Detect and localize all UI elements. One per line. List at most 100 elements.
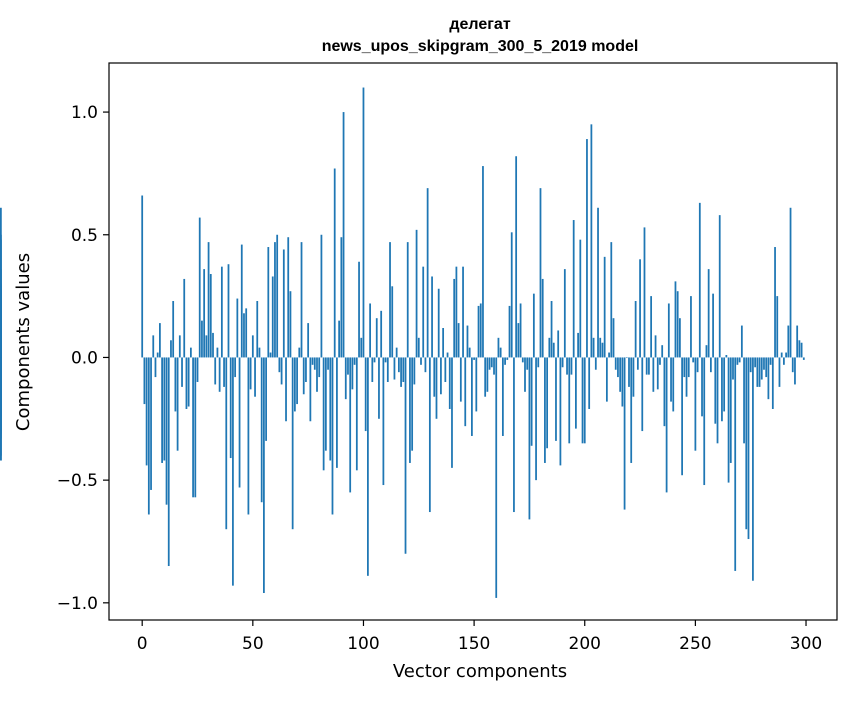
bar-component-167 bbox=[510, 232, 513, 358]
bar-component-25 bbox=[196, 357, 199, 382]
bar-component-8 bbox=[159, 323, 161, 358]
bar-component-53 bbox=[258, 347, 261, 358]
bar-component-176 bbox=[530, 357, 533, 446]
bar-component-274 bbox=[747, 357, 750, 540]
bar-component-105 bbox=[373, 357, 376, 363]
bar-component-68 bbox=[291, 357, 294, 530]
bar-component-117 bbox=[400, 357, 402, 387]
bar-component-170 bbox=[517, 323, 520, 358]
bar-component-93 bbox=[347, 357, 349, 375]
bar-component-124 bbox=[415, 229, 418, 358]
bar-component-273 bbox=[745, 357, 748, 530]
bar-component-118 bbox=[402, 357, 405, 382]
bar-component-108 bbox=[380, 310, 383, 358]
bar-component-229 bbox=[648, 357, 650, 375]
bar-component-57 bbox=[267, 247, 270, 358]
bar-component-173 bbox=[524, 357, 526, 392]
bars-group bbox=[0, 87, 805, 598]
bar-component-122 bbox=[411, 357, 414, 451]
bar-component-61 bbox=[276, 234, 279, 358]
bar-component-73 bbox=[302, 357, 305, 395]
bar-component-238 bbox=[667, 303, 670, 358]
bar-component-88 bbox=[336, 357, 338, 468]
bar-component-103 bbox=[369, 303, 371, 358]
bar-component-127 bbox=[422, 266, 425, 358]
bar-component-158 bbox=[490, 357, 493, 368]
bar-component-97 bbox=[355, 357, 358, 471]
bar-component-285 bbox=[771, 357, 774, 409]
bar-component-65 bbox=[285, 357, 287, 422]
bar-component-258 bbox=[712, 293, 714, 358]
bar-component-180 bbox=[539, 188, 542, 358]
bar-component-231 bbox=[652, 357, 655, 392]
bar-component-142 bbox=[455, 266, 458, 358]
bar-component-201 bbox=[586, 139, 588, 358]
bar-component-72 bbox=[300, 242, 303, 358]
bar-component-29 bbox=[205, 335, 208, 358]
bar-component-224 bbox=[636, 357, 639, 370]
bar-component-56 bbox=[265, 357, 267, 441]
bar-component-288 bbox=[778, 357, 781, 387]
bar-component-240 bbox=[672, 357, 675, 412]
bar-component-140 bbox=[451, 357, 453, 468]
bar-component-257 bbox=[709, 357, 712, 373]
bar-component-144 bbox=[459, 357, 462, 402]
bar-component-77 bbox=[311, 357, 314, 365]
bar-component-166 bbox=[508, 305, 511, 358]
bar-component-242 bbox=[676, 291, 679, 358]
bar-component-183 bbox=[546, 357, 549, 449]
bar-component-241 bbox=[674, 281, 677, 358]
bar-component-254 bbox=[703, 357, 706, 486]
bar-component-192 bbox=[566, 357, 568, 375]
bar-component-188 bbox=[557, 330, 560, 358]
bar-component-295 bbox=[794, 357, 796, 385]
bar-component-18 bbox=[181, 357, 183, 387]
bar-component-87 bbox=[333, 168, 336, 358]
bar-component-67 bbox=[289, 291, 292, 358]
bar-component-250 bbox=[694, 357, 697, 451]
bar-component-13 bbox=[170, 340, 172, 358]
x-tick-label: 50 bbox=[242, 634, 264, 654]
bar-component-84 bbox=[327, 357, 329, 370]
bar-component-22 bbox=[189, 347, 192, 358]
bar-component-218 bbox=[623, 357, 626, 510]
bar-component-79 bbox=[316, 357, 318, 392]
bar-component-171 bbox=[519, 303, 522, 358]
bar-component-164 bbox=[504, 357, 506, 365]
bar-component-95 bbox=[351, 357, 354, 390]
bar-component-221 bbox=[630, 357, 633, 463]
bar-component-42 bbox=[234, 357, 237, 378]
bar-component-115 bbox=[395, 347, 398, 358]
bar-component-23 bbox=[192, 357, 194, 498]
bar-component-292 bbox=[787, 325, 790, 358]
bar-component-26 bbox=[198, 217, 201, 358]
bar-component-75 bbox=[307, 323, 310, 358]
bar-component-239 bbox=[670, 357, 672, 402]
bar-component-134 bbox=[437, 288, 440, 358]
bar-component-120 bbox=[406, 242, 409, 358]
bar-component-280 bbox=[760, 357, 763, 380]
bar-component-168 bbox=[513, 357, 515, 513]
bar-component-59 bbox=[271, 276, 274, 358]
bar-component-150 bbox=[473, 357, 475, 360]
bar-component-10 bbox=[163, 357, 166, 461]
bar-component-100 bbox=[362, 87, 365, 358]
bar-component-213 bbox=[612, 318, 615, 358]
y-tick-label: −0.5 bbox=[57, 471, 98, 491]
bar-component-19 bbox=[183, 278, 186, 358]
bar-component-94 bbox=[349, 357, 352, 493]
x-tick-label: 0 bbox=[137, 634, 148, 654]
bar-component-60 bbox=[274, 242, 276, 358]
bar-component-260 bbox=[716, 357, 719, 444]
bar-component-206 bbox=[597, 207, 599, 358]
bar-component-217 bbox=[621, 357, 624, 407]
bar-component-141 bbox=[453, 278, 456, 358]
bar-component-234 bbox=[659, 357, 661, 365]
bar-component-112 bbox=[389, 242, 391, 358]
bar-component-246 bbox=[685, 357, 688, 397]
bar-component-123 bbox=[413, 357, 416, 385]
bar-component-284 bbox=[769, 357, 772, 365]
x-axis-label: Vector components bbox=[393, 661, 567, 682]
bar-component-276 bbox=[752, 357, 754, 581]
